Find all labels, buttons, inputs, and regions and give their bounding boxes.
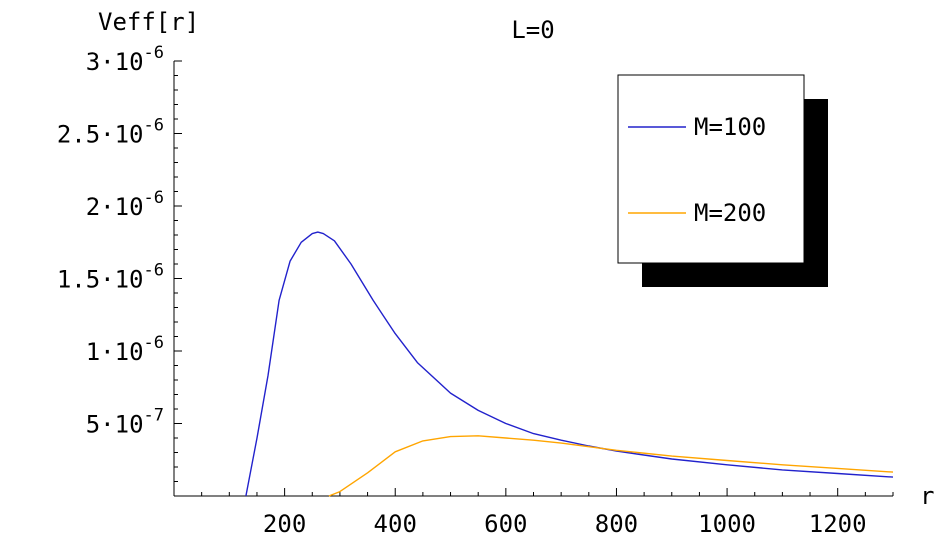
legend-box xyxy=(617,74,805,264)
x-tick-label: 400 xyxy=(374,510,417,538)
y-tick-label: 2·10-6 xyxy=(86,188,164,221)
y-tick-label: 3·10-6 xyxy=(86,43,164,76)
y-axis-label: Veff[r] xyxy=(98,8,199,36)
legend-label-2: M=200 xyxy=(694,199,766,227)
x-tick-label: 1200 xyxy=(809,510,867,538)
chart-title: L=0 xyxy=(511,16,554,44)
x-tick-label: 600 xyxy=(484,510,527,538)
y-tick-label: 1·10-6 xyxy=(86,333,164,366)
y-tick-label: 2.5·10-6 xyxy=(57,116,164,149)
series-line-2 xyxy=(328,435,894,497)
x-tick-label: 1000 xyxy=(698,510,756,538)
x-axis-label: r xyxy=(920,482,934,510)
x-tick-label: 200 xyxy=(263,510,306,538)
series-layer xyxy=(245,231,894,497)
axes: 200 400 600 800 1000 1200 5·10-7 1·10-6 1.5·10-6… xyxy=(57,43,894,538)
y-tick-label: 5·10-7 xyxy=(86,406,164,439)
legend-label-1: M=100 xyxy=(694,113,766,141)
series-line-1 xyxy=(245,231,894,497)
legend: M=100 M=200 xyxy=(617,74,828,287)
y-tick-label: 1.5·10-6 xyxy=(57,261,164,294)
x-tick-label: 800 xyxy=(595,510,638,538)
